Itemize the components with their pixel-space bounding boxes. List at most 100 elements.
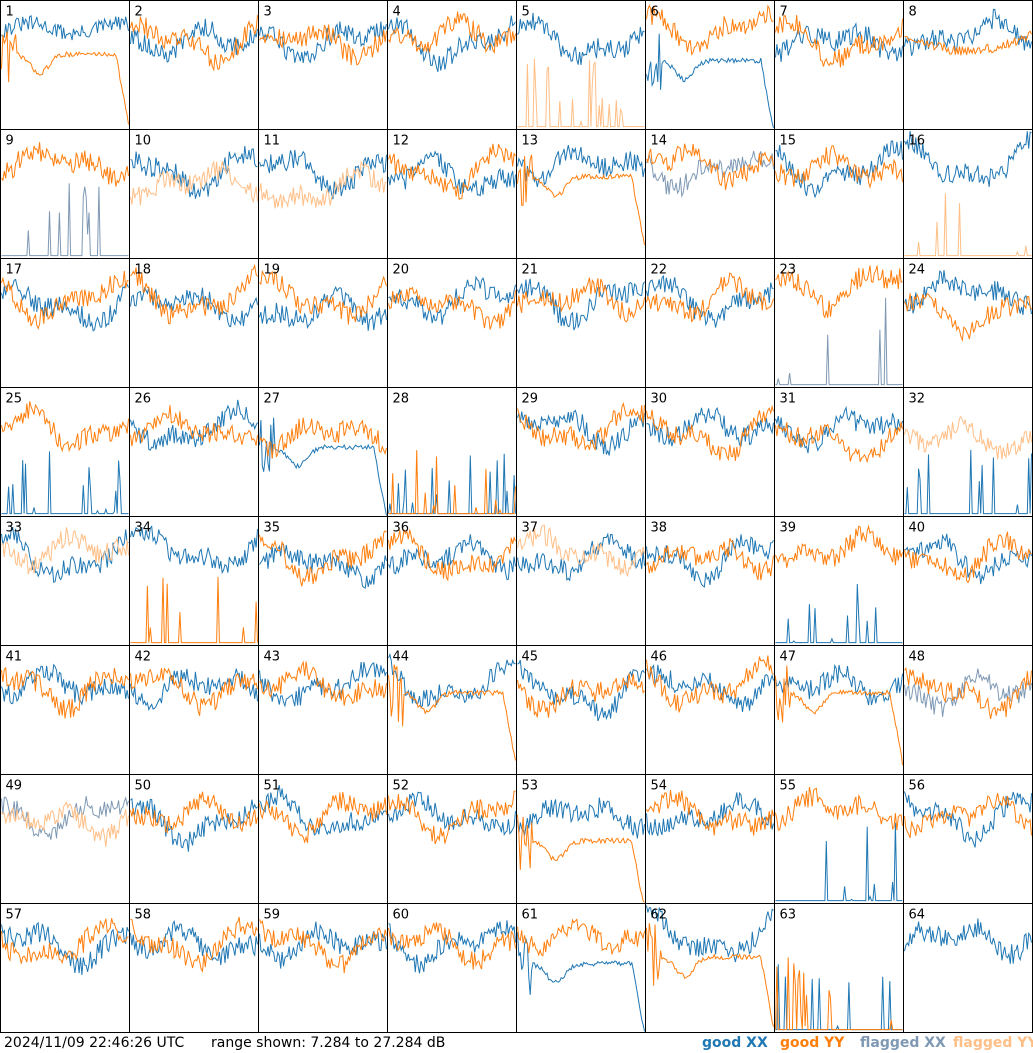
trace-yy-53	[517, 814, 645, 903]
panel-10: 10	[129, 129, 259, 259]
trace-yy-37	[517, 524, 645, 578]
trace-xx-59	[259, 921, 387, 969]
trace-xx-5	[517, 12, 645, 65]
panel-label: 40	[909, 521, 926, 536]
panel-39: 39	[774, 516, 904, 646]
panel-label: 39	[780, 521, 797, 536]
trace-yy-5	[517, 58, 645, 128]
trace-yy-28	[388, 450, 516, 515]
panel-50: 50	[129, 774, 259, 904]
trace-yy-7	[775, 15, 903, 68]
range-text: range shown: 7.284 to 27.284 dB	[211, 1035, 446, 1051]
panel-frame	[129, 903, 259, 1033]
trace-yy-51	[259, 792, 387, 844]
panel-label: 49	[6, 779, 23, 794]
panel-label: 37	[522, 521, 539, 536]
panel-18: 18	[129, 258, 259, 388]
panel-frame	[774, 0, 904, 130]
trace-yy-52	[388, 790, 516, 845]
panel-16: 16	[903, 129, 1033, 259]
panel-frame	[774, 774, 904, 904]
timestamp: 2024/11/09 22:46:26 UTC	[4, 1035, 185, 1051]
panel-frame	[645, 258, 775, 388]
panel-label: 58	[135, 908, 152, 923]
trace-xx-49	[1, 796, 129, 840]
trace-yy-49	[1, 801, 129, 847]
panel-label: 30	[651, 392, 668, 407]
panel-33: 33	[0, 516, 130, 646]
trace-yy-55	[775, 786, 903, 831]
trace-yy-23	[775, 265, 903, 319]
trace-yy-44	[388, 664, 516, 761]
panel-frame	[0, 774, 130, 904]
panel-label: 20	[393, 263, 410, 278]
panel-19: 19	[258, 258, 388, 388]
panel-58: 58	[129, 903, 259, 1033]
trace-yy-14	[646, 143, 774, 191]
panel-label: 24	[909, 263, 926, 278]
panel-label: 35	[264, 521, 281, 536]
trace-yy-54	[646, 790, 774, 836]
trace-xx-7	[775, 22, 903, 63]
trace-xx-54	[646, 791, 774, 836]
panel-44: 44	[387, 645, 517, 775]
panel-56: 56	[903, 774, 1033, 904]
trace-yy-12	[388, 143, 516, 201]
trace-yy-18	[130, 263, 258, 325]
trace-yy-63	[775, 957, 903, 1031]
panel-24: 24	[903, 258, 1033, 388]
panel-label: 44	[393, 650, 410, 665]
panel-label: 6	[651, 5, 659, 20]
panel-label: 62	[651, 908, 668, 923]
panel-label: 1	[6, 5, 14, 20]
panel-28: 28	[387, 387, 517, 517]
panel-15: 15	[774, 129, 904, 259]
panel-frame	[645, 645, 775, 775]
trace-xx-21	[517, 278, 645, 331]
trace-yy-27	[259, 417, 387, 459]
trace-yy-4	[388, 11, 516, 55]
panel-14: 14	[645, 129, 775, 259]
panel-label: 25	[6, 392, 23, 407]
panel-label: 54	[651, 779, 668, 794]
panel-frame	[0, 645, 130, 775]
trace-yy-34	[130, 576, 258, 644]
panel-label: 45	[522, 650, 539, 665]
panel-frame	[258, 645, 388, 775]
panel-label: 17	[6, 263, 23, 278]
panel-frame	[387, 387, 517, 517]
legend-good-yy: good YY	[780, 1035, 845, 1051]
trace-xx-50	[130, 797, 258, 852]
trace-xx-2	[130, 18, 258, 63]
panel-12: 12	[387, 129, 517, 259]
panel-label: 26	[135, 392, 152, 407]
panel-label: 11	[264, 134, 281, 149]
trace-xx-1	[1, 15, 129, 41]
panel-label: 60	[393, 908, 410, 923]
panel-frame	[0, 258, 130, 388]
panel-label: 52	[393, 779, 410, 794]
trace-xx-14	[646, 150, 774, 198]
trace-yy-10	[130, 160, 258, 206]
panel-label: 61	[522, 908, 539, 923]
panel-frame	[774, 387, 904, 517]
panel-frame	[0, 129, 130, 259]
panel-label: 10	[135, 134, 152, 149]
panel-2: 2	[129, 0, 259, 130]
panel-label: 48	[909, 650, 926, 665]
panel-frame	[903, 0, 1033, 130]
panel-45: 45	[516, 645, 646, 775]
panel-frame	[387, 129, 517, 259]
panel-label: 64	[909, 908, 926, 923]
panel-13: 13	[516, 129, 646, 259]
trace-yy-39	[775, 524, 903, 568]
panel-frame	[129, 258, 259, 388]
panel-27: 27	[258, 387, 388, 517]
trace-xx-36	[388, 534, 516, 581]
trace-xx-62	[646, 905, 774, 963]
panel-label: 55	[780, 779, 797, 794]
trace-yy-57	[1, 918, 129, 965]
panel-label: 14	[651, 134, 668, 149]
trace-yy-29	[517, 401, 645, 452]
panel-42: 42	[129, 645, 259, 775]
